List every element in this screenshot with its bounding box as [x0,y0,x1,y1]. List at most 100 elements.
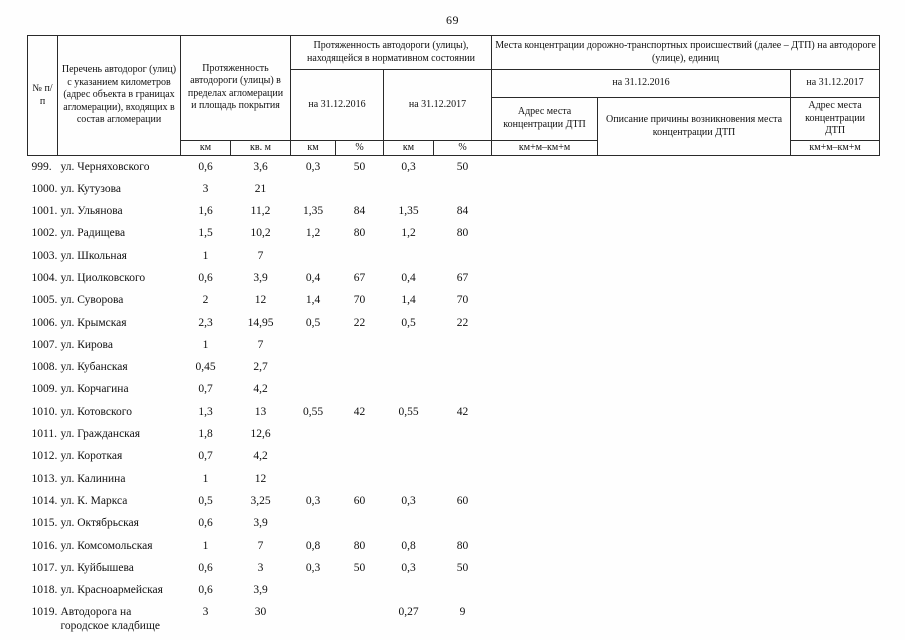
col-header-dtp-addr-2016: Адрес места концентрации ДТП [491,97,599,141]
area-sqm: 3,9 [253,517,268,530]
road-name: ул. Циолковского [60,271,146,284]
norm-km-2016: 0,3 [305,160,321,173]
dtp-addr-2017 [791,312,880,334]
norm-km-2017 [384,468,434,490]
dtp-desc-2016 [598,602,791,638]
norm-km-2016: 0,5 [305,316,321,329]
dtp-desc-2016 [598,535,791,557]
dtp-addr-2016 [492,267,598,289]
area-sqm: 3,9 [253,271,268,284]
norm-pct-2016: 60 [353,494,366,507]
table-row: 1000. ул. Кутузова 3 21 [28,178,880,200]
road-name: ул. Радищева [60,227,126,240]
norm-pct-2017: 67 [456,271,469,284]
dtp-addr-2016 [492,245,598,267]
road-name: ул. Кубанская [60,361,128,374]
row-number: 1012. [31,450,58,463]
road-name: ул. Корчагина [60,383,129,396]
road-name: ул. Ульянова [60,205,123,218]
row-number: 1015. [31,517,58,530]
dtp-addr-2016 [492,156,598,179]
col-header-length-agglomeration: Протяженность автодороги (улицы) в преде… [179,35,292,141]
length-km: 0,7 [198,450,213,463]
norm-km-2017 [384,379,434,401]
norm-pct-2016 [336,379,384,401]
dtp-desc-2016 [598,490,791,512]
table-row: 1004. ул. Циолковского 0,6 3,9 0,4 67 0,… [28,267,880,289]
norm-km-2017 [384,513,434,535]
area-sqm: 4,2 [253,383,268,396]
area-sqm: 3 [257,561,264,574]
dtp-addr-2016 [492,513,598,535]
norm-km-2017 [384,446,434,468]
length-km: 0,6 [198,271,213,284]
row-number: 999. [31,160,52,173]
norm-km-2017: 0,55 [398,405,419,418]
col-header-dtp-group: Места концентрации дорожно-транспортных … [491,35,881,70]
norm-pct-2017: 80 [456,539,469,552]
norm-pct-2017 [434,178,492,200]
table-row: 1001. ул. Ульянова 1,6 11,2 1,35 84 1,35… [28,201,880,223]
table-row: 999. ул. Черняховского 0,6 3,6 0,3 50 0,… [28,156,880,179]
dtp-addr-2016 [492,223,598,245]
table-header: № п/п Перечень автодорог (улиц) с указан… [27,35,881,156]
norm-pct-2017: 70 [456,294,469,307]
dtp-addr-2017 [791,201,880,223]
norm-km-2016: 1,4 [305,294,321,307]
norm-km-2016 [291,334,336,356]
norm-km-2016 [291,357,336,379]
table-row: 1007. ул. Кирова 1 7 [28,334,880,356]
col-header-normative-2016: на 31.12.2016 [290,69,385,141]
norm-km-2017: 1,35 [398,205,419,218]
row-number: 1006. [31,316,58,329]
norm-km-2017 [384,334,434,356]
table-row: 1003. ул. Школьная 1 7 [28,245,880,267]
dtp-addr-2017 [791,178,880,200]
norm-km-2017: 0,27 [398,606,419,619]
roads-table: № п/п Перечень автодорог (улиц) с указан… [27,35,881,638]
row-number: 1001. [31,205,58,218]
norm-km-2017: 1,4 [401,294,416,307]
dtp-addr-2016 [492,312,598,334]
dtp-addr-2017 [791,379,880,401]
area-sqm: 11,2 [250,205,271,218]
dtp-addr-2016 [492,401,598,423]
norm-km-2016: 0,4 [305,271,321,284]
dtp-desc-2016 [598,580,791,602]
dtp-addr-2016 [492,178,598,200]
length-km: 1 [202,249,209,262]
dtp-desc-2016 [598,379,791,401]
norm-pct-2016: 84 [353,205,366,218]
table-row: 1012. ул. Короткая 0,7 4,2 [28,446,880,468]
dtp-desc-2016 [598,334,791,356]
road-name: ул. Комсомольская [60,539,153,552]
row-number: 1003. [31,249,58,262]
road-name: ул. Калинина [60,472,126,485]
norm-pct-2016 [336,334,384,356]
road-name: ул. Кутузова [60,182,122,195]
dtp-addr-2017 [791,535,880,557]
norm-km-2016: 0,8 [305,539,321,552]
norm-pct-2016: 50 [353,160,366,173]
dtp-addr-2017 [791,490,880,512]
dtp-desc-2016 [598,446,791,468]
norm-km-2017 [384,424,434,446]
area-sqm: 2,7 [253,361,268,374]
dtp-addr-2017 [791,245,880,267]
table-row: 1005. ул. Суворова 2 12 1,4 70 1,4 70 [28,290,880,312]
dtp-desc-2016 [598,156,791,179]
dtp-addr-2017 [791,446,880,468]
norm-km-2017: 0,8 [401,539,416,552]
unit-addr-range-2017: км+м–км+м [790,139,881,156]
dtp-desc-2016 [598,557,791,579]
norm-pct-2016 [336,602,384,638]
area-sqm: 12,6 [250,428,271,441]
table-row: 1014. ул. К. Маркса 0,5 3,25 0,3 60 0,3 … [28,490,880,512]
length-km: 3 [202,182,209,195]
table-row: 1016. ул. Комсомольская 1 7 0,8 80 0,8 8… [28,535,880,557]
dtp-desc-2016 [598,357,791,379]
dtp-addr-2017 [791,424,880,446]
table-row: 1017. ул. Куйбышева 0,6 3 0,3 50 0,3 50 [28,557,880,579]
dtp-addr-2016 [492,557,598,579]
length-km: 1 [202,338,209,351]
